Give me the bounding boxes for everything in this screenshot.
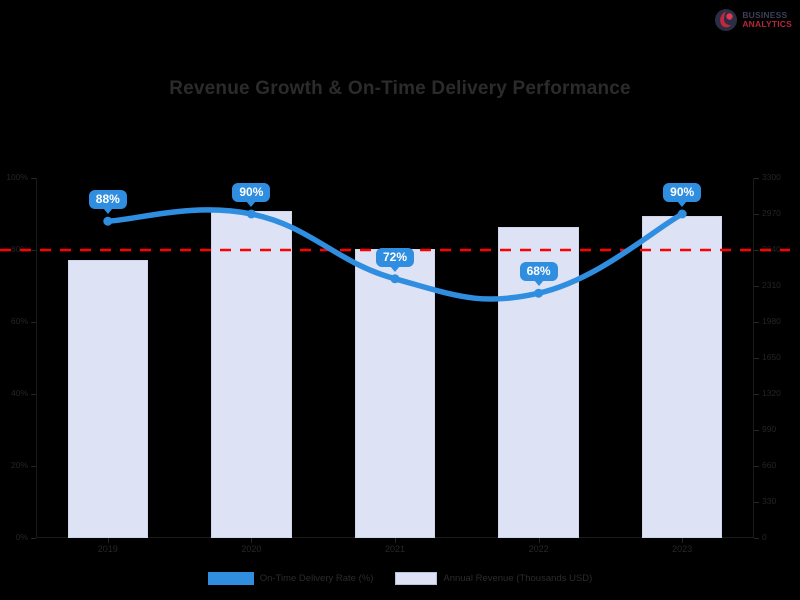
plot-area: 0% 20% 40% 60% 80% 100% 0 330 660 990 1320 1650 198… — [0, 172, 790, 554]
right-axis-tick — [754, 538, 759, 539]
right-axis-tick-label: 0 — [762, 532, 767, 542]
line-marker-2019[interactable] — [103, 216, 113, 226]
right-axis-tick — [754, 430, 759, 431]
right-axis-tick — [754, 214, 759, 215]
right-axis-tick-label: 3300 — [762, 172, 781, 182]
left-axis-tick-label: 100% — [6, 172, 28, 182]
x-axis-label-2023: 2023 — [672, 544, 693, 554]
right-axis-tick-label: 2310 — [762, 280, 781, 290]
x-axis-tick — [538, 538, 540, 543]
circular-leaf-logo-icon — [714, 8, 738, 32]
left-axis-line — [36, 178, 37, 538]
right-axis-tick — [754, 502, 759, 503]
data-label-2020: 90% — [232, 183, 271, 207]
right-axis-tick-label: 1650 — [762, 352, 781, 362]
left-axis-tick — [31, 466, 36, 467]
right-axis-tick — [754, 394, 759, 395]
legend-swatch-bar — [395, 572, 438, 585]
x-axis-label-2019: 2019 — [97, 544, 118, 554]
right-axis-tick-label: 660 — [762, 460, 777, 470]
data-label-2022: 68% — [519, 262, 558, 287]
x-axis-label-2022: 2022 — [528, 544, 549, 554]
logo-line-2: ANALYTICS — [742, 19, 792, 29]
left-axis-tick-label: 0% — [15, 532, 28, 542]
x-axis-tick — [395, 538, 396, 543]
right-axis-line — [753, 178, 754, 538]
x-axis-tick — [251, 538, 253, 543]
left-axis-tick-label: 60% — [10, 316, 28, 326]
bar-2020[interactable] — [211, 210, 292, 538]
left-axis-tick-label: 40% — [10, 388, 28, 398]
data-label-2019: 88% — [88, 190, 127, 215]
right-axis-tick-label: 1320 — [762, 388, 781, 398]
right-axis-tick — [754, 250, 759, 251]
right-axis-tick-label: 2640 — [762, 244, 781, 254]
right-axis-tick-label: 1980 — [762, 316, 781, 326]
brand-logo: BUSINESS ANALYTICS — [714, 4, 792, 36]
right-axis-tick-label: 330 — [762, 496, 777, 506]
left-axis-tick — [31, 178, 36, 179]
x-axis-tick — [107, 538, 109, 543]
logo-wordmark: BUSINESS ANALYTICS — [742, 11, 792, 29]
logo-line-1: BUSINESS — [742, 10, 788, 21]
chart-title: Revenue Growth & On-Time Delivery Perfor… — [169, 78, 631, 99]
bar-2019[interactable] — [67, 259, 148, 538]
right-axis-tick — [754, 178, 759, 179]
x-axis-label-2020: 2020 — [241, 544, 262, 554]
legend-item-1[interactable]: Annual Revenue (Thousands USD) — [395, 572, 592, 585]
legend-label: On-Time Delivery Rate (%) — [259, 573, 374, 584]
chart-legend: On-Time Delivery Rate (%) Annual Revenue … — [0, 572, 800, 585]
left-axis-tick — [31, 250, 36, 251]
x-axis-tick — [682, 538, 684, 543]
right-axis-tick — [754, 358, 759, 359]
right-axis-tick-label: 990 — [762, 424, 777, 434]
right-axis-tick — [754, 322, 759, 323]
left-axis-tick — [31, 538, 36, 539]
right-axis-tick-label: 2970 — [762, 208, 781, 218]
data-label-2023: 90% — [663, 183, 702, 207]
right-axis-tick — [754, 286, 759, 287]
right-axis-tick — [754, 466, 759, 467]
left-axis-tick-label: 20% — [10, 460, 28, 470]
left-axis-tick — [31, 394, 36, 395]
legend-swatch-line — [207, 572, 254, 585]
legend-label: Annual Revenue (Thousands USD) — [443, 573, 593, 584]
bar-2023[interactable] — [641, 216, 723, 538]
bar-2021[interactable] — [354, 248, 436, 538]
x-axis-label-2021: 2021 — [384, 544, 406, 554]
left-axis-tick-label: 80% — [10, 244, 28, 254]
left-axis-tick — [31, 322, 36, 323]
legend-item-0[interactable]: On-Time Delivery Rate (%) — [207, 572, 374, 585]
data-label-2021: 72% — [375, 247, 415, 272]
